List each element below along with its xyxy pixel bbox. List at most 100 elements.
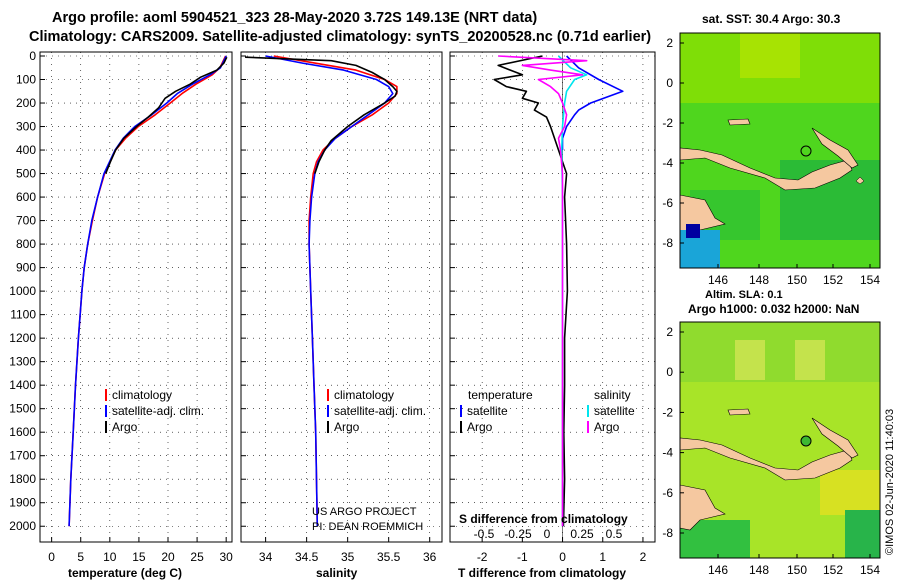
- island: [727, 408, 751, 416]
- lon-tick-label: 154: [860, 273, 880, 287]
- x-tick-label: 35: [341, 550, 355, 564]
- series-temperature-argo: [493, 55, 569, 527]
- depth-tick-label: 1400: [9, 378, 36, 392]
- new-guinea-coast: [679, 147, 853, 191]
- depth-tick-label: 1200: [9, 331, 36, 345]
- sst-map-lon-ticks: 146 148 150 152 154: [708, 264, 880, 287]
- legend-argo-label: Argo: [334, 420, 360, 434]
- series-argo: [245, 56, 398, 174]
- lon-tick-label: 148: [749, 273, 769, 287]
- depth-tick-label: 200: [16, 96, 36, 110]
- depth-tick-label: 1900: [9, 496, 36, 510]
- depth-axis-labels: 0 100 200 300 400 500 600 700 800 900 1000 1100 1200…: [9, 49, 36, 533]
- legend-t-satellite-label: satellite: [467, 404, 508, 418]
- new-ireland: [811, 417, 859, 459]
- lon-tick-label: 146: [708, 563, 728, 577]
- salinity-axis-ticks: 34 34.5 35 35.5 36: [259, 537, 437, 564]
- x-tick-label: 0: [559, 550, 566, 564]
- sst-warm-patch: [740, 33, 800, 78]
- s-diff-tick-label: -0.25: [504, 527, 532, 541]
- lat-tick-label: -4: [662, 156, 673, 170]
- lon-tick-label: 150: [787, 563, 807, 577]
- lon-tick-label: 152: [823, 273, 843, 287]
- lon-tick-label: 148: [749, 563, 769, 577]
- depth-tick-label: 900: [16, 261, 36, 275]
- sst-map-frame: [679, 32, 881, 269]
- x-tick-label: 36: [423, 550, 437, 564]
- depth-tick-label: 2000: [9, 519, 36, 533]
- s-difference-label: S difference from climatology: [459, 512, 628, 526]
- lat-tick-label: 0: [666, 76, 673, 90]
- depth-tick-label: 600: [16, 190, 36, 204]
- s-diff-tick-label: -0.5: [474, 527, 495, 541]
- series-temperature-satellite: [561, 55, 624, 150]
- sst-dark-patch: [686, 224, 700, 238]
- lon-tick-label: 154: [860, 563, 880, 577]
- x-tick-label: 15: [132, 550, 146, 564]
- series-salinity-argo: [498, 55, 588, 527]
- h-map-frame: [679, 321, 881, 559]
- depth-tick-label: 0: [29, 49, 36, 63]
- temperature-panel: 0100200300400500600700800900100011001200…: [9, 49, 233, 580]
- depth-tick-label: 800: [16, 237, 36, 251]
- legend-satellite-label: satellite-adj. clim.: [112, 404, 204, 418]
- x-tick-label: 2: [640, 550, 647, 564]
- credit-line1: US ARGO PROJECT: [312, 506, 417, 518]
- depth-tick-label: 100: [16, 73, 36, 87]
- salinity-xlabel: salinity: [316, 566, 358, 580]
- depth-tick-label: 1000: [9, 284, 36, 298]
- salinity-frame: [240, 51, 443, 543]
- temperature-frame: [39, 51, 233, 543]
- argo-float-marker: [800, 145, 812, 157]
- sst-map: 146 148 150 152 154 2 0 -2 -4 -6 -8: [662, 32, 881, 287]
- h-map: 146 148 150 152 154 2 0 -2 -4 -6 -8: [662, 321, 881, 577]
- imos-watermark: ©IMOS 02-Jun-2020 11:40:03: [884, 409, 896, 555]
- depth-tick-label: 300: [16, 120, 36, 134]
- series-argo: [104, 56, 228, 174]
- x-tick-label: -1: [517, 550, 528, 564]
- difference-xlabel: T difference from climatology: [458, 566, 626, 580]
- difference-panel: -2 -1 0 1 2 T difference from climatology S …: [449, 51, 656, 580]
- small-island: [855, 176, 865, 185]
- new-ireland: [811, 127, 859, 169]
- legend-s-satellite-label: satellite: [594, 404, 635, 418]
- x-tick-label: 34: [259, 550, 273, 564]
- papua-landmass: [679, 484, 726, 531]
- h-low-patch: [845, 510, 880, 558]
- depth-tick-label: 700: [16, 214, 36, 228]
- depth-tick-label: 1700: [9, 449, 36, 463]
- series-climatology: [273, 55, 398, 527]
- temperature-axis-ticks: 0 5 10 15 20 25 30: [48, 537, 233, 564]
- depth-tick-label: 1600: [9, 425, 36, 439]
- legend-salinity-title: salinity: [594, 388, 631, 402]
- s-difference-tick-labels: -0.5 -0.25 0 0.25 0.5: [474, 527, 623, 541]
- depth-tick-label: 1800: [9, 472, 36, 486]
- x-tick-label: -2: [477, 550, 488, 564]
- h-high-patch: [820, 470, 880, 515]
- sst-map-lat-ticks: 2 0 -2 -4 -6 -8: [662, 36, 684, 250]
- h-yellow-patch: [735, 340, 765, 380]
- lon-tick-label: 152: [823, 563, 843, 577]
- depth-tick-label: 1500: [9, 402, 36, 416]
- sst-map-title: sat. SST: 30.4 Argo: 30.3: [702, 12, 841, 26]
- h-map-lat-ticks: 2 0 -2 -4 -6 -8: [662, 325, 684, 540]
- lat-tick-label: 2: [666, 325, 673, 339]
- temperature-series: [68, 55, 228, 527]
- credit-line2: PI: DEAN ROEMMICH: [312, 521, 423, 533]
- legend-argo-label: Argo: [112, 420, 138, 434]
- figure-title-line1: Argo profile: aoml 5904521_323 28-May-20…: [52, 10, 537, 26]
- lat-tick-label: 0: [666, 365, 673, 379]
- depth-tick-label: 1300: [9, 355, 36, 369]
- s-diff-tick-label: 0.25: [570, 527, 594, 541]
- lon-tick-label: 146: [708, 273, 728, 287]
- lat-tick-label: -8: [662, 526, 673, 540]
- salinity-legend: climatology satellite-adj. clim. Argo: [327, 388, 426, 434]
- x-tick-label: 1: [599, 550, 606, 564]
- x-tick-label: 25: [190, 550, 204, 564]
- s-diff-tick-label: 0: [544, 527, 551, 541]
- figure-title-line2: Climatology: CARS2009. Satellite-adjuste…: [29, 29, 651, 45]
- difference-legend: temperature salinity satellite Argo sate…: [460, 388, 635, 434]
- lat-tick-label: -6: [662, 196, 673, 210]
- legend-t-argo-label: Argo: [467, 420, 493, 434]
